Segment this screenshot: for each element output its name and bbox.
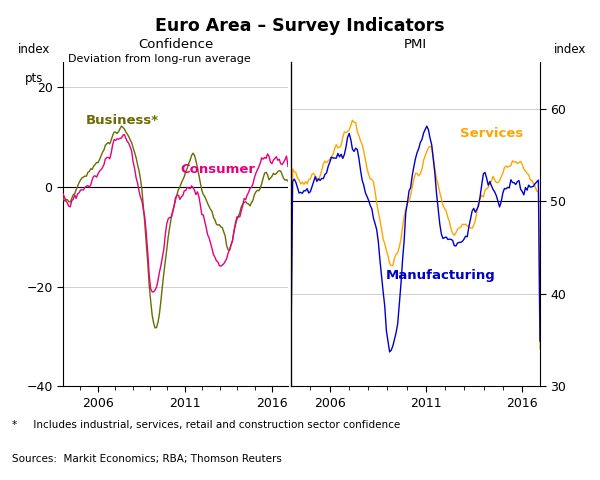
Text: Deviation from long-run average: Deviation from long-run average: [67, 54, 250, 64]
Text: Euro Area – Survey Indicators: Euro Area – Survey Indicators: [155, 17, 445, 35]
Text: pts: pts: [25, 72, 43, 85]
Text: Business*: Business*: [86, 114, 158, 127]
Text: Manufacturing: Manufacturing: [386, 269, 496, 282]
Text: PMI: PMI: [404, 38, 427, 51]
Text: Sources:  Markit Economics; RBA; Thomson Reuters: Sources: Markit Economics; RBA; Thomson …: [12, 454, 282, 464]
Text: *     Includes industrial, services, retail and construction sector confidence: * Includes industrial, services, retail …: [12, 420, 400, 430]
Text: index: index: [17, 43, 50, 56]
Text: Consumer: Consumer: [180, 163, 255, 176]
Text: Services: Services: [460, 127, 524, 140]
Text: Confidence: Confidence: [138, 38, 213, 51]
Text: index: index: [554, 43, 586, 56]
